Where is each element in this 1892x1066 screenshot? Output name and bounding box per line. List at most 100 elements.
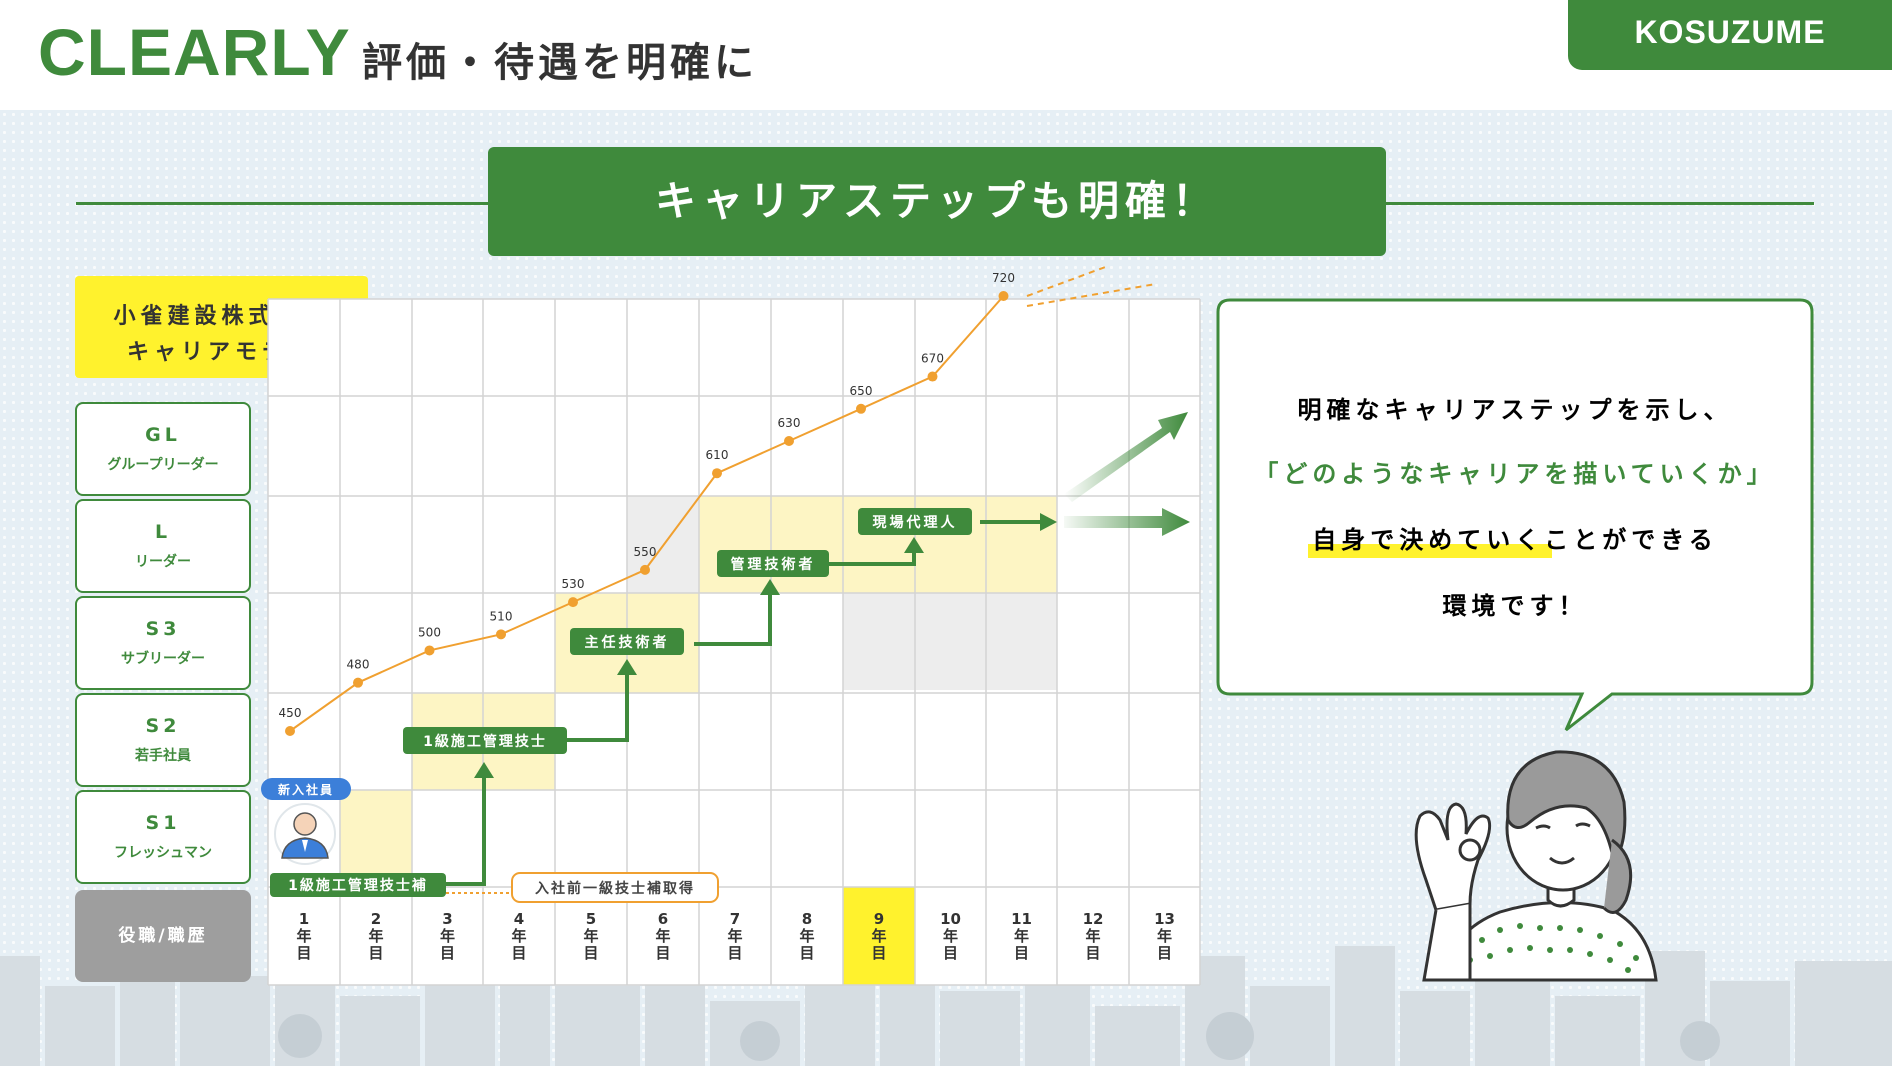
text-highlight [1308,544,1552,558]
role-s3: S3 サブリーダー [75,596,251,690]
brand-word: CLEARLY [38,15,351,89]
salary-point [640,564,650,575]
salary-projection [1026,265,1157,307]
header: CLEARLY 評価・待遇を明確に KOSUZUME [0,0,1892,110]
badge-text: 管理技術者 [731,556,816,573]
salary-label: 670 [921,352,944,366]
avatar-icon [293,812,317,836]
year-label: 1 年目 [296,910,311,962]
callout-line-3: 自身で決めていくことができる [1312,526,1718,554]
salary-label: 630 [778,416,801,430]
salary-point [998,291,1009,301]
salary-point [784,436,794,446]
step-arrow [694,592,772,646]
badge-text: 入社前一級技士補取得 [535,880,695,897]
role-code: S2 [145,715,181,737]
arrow-right-icon [1064,508,1190,536]
salary-label: 480 [347,658,370,672]
step-arrow [446,775,486,886]
salary-label: 530 [562,577,585,591]
step-arrows [446,520,1040,886]
axis-corner-label: 役職/職歴 [75,890,251,982]
role-code: L [154,521,172,543]
step-arrow [828,550,916,566]
salary-label: 550 [634,545,657,559]
arrow-up-icon [474,762,494,778]
badge-step5: 現場代理人 [858,508,972,535]
badge-text: 現場代理人 [873,514,958,531]
salary-point [424,645,435,656]
salary-label: 650 [850,384,873,398]
role-name: グループリーダー [107,457,219,473]
salary-point [568,597,578,608]
future-arrows [1064,412,1190,536]
callout-bubble: 明確なキャリアステップを示し、 「どのようなキャリアを描いていくか」 自身で決め… [1216,298,1814,732]
role-code: S3 [145,618,181,640]
arrow-right-icon [1040,513,1057,531]
year-axis: 1 年目 2 年目 3 年目 4 年目 5 年目 6 年目 7 年目 8 年目 9 年目 10 年目 11 年目 12 年目 1… [296,910,1174,962]
year-label: 4 年目 [511,910,526,962]
badge-new-employee: 新入社員 [261,778,351,800]
salary-label: 720 [992,271,1015,285]
badge-text: 主任技術者 [585,634,670,651]
year-label: 10 年目 [940,910,961,962]
salary-label: 500 [418,625,441,639]
badge-step3: 主任技術者 [570,628,684,655]
salary-label: 610 [706,448,729,462]
badge-text: 新入社員 [278,782,334,797]
banner-title: キャリアステップも明確！ [655,177,1219,225]
callout-line-1: 明確なキャリアステップを示し、 [1298,396,1733,424]
year-label: 2 年目 [368,910,383,962]
arrow-up-icon [617,659,637,675]
year-highlight [843,887,915,985]
salary-point [496,629,506,640]
role-name: リーダー [135,554,191,570]
city-skyline [0,936,1892,1066]
arrow-up-right-icon [1064,412,1188,502]
arrow-up-icon [760,579,780,595]
year-label: 5 年目 [583,910,598,962]
badge-pre-entry: 入社前一級技士補取得 [511,872,719,903]
step-arrow [567,672,629,742]
badge-text: 1級施工管理技士補 [288,877,428,894]
salary-label: 510 [490,609,513,623]
role-l: L リーダー [75,499,251,593]
callout-line-2: 「どのようなキャリアを描いていくか」 [1254,460,1775,488]
woman-illustration [1414,750,1658,982]
salary-point [927,371,938,382]
year-label: 8 年目 [799,910,814,962]
year-label: 11 年目 [1011,910,1032,962]
grid-cell-gray [843,593,1057,690]
badge-text: 1級施工管理技士 [423,733,547,750]
role-code: GL [145,424,181,446]
arrow-up-icon [904,537,924,553]
page-subtitle: 評価・待遇を明確に [362,40,758,86]
axis-corner-text: 役職/職歴 [118,926,208,946]
salary-line: 450 480 500 510 530 550 610 630 650 670 720 [279,271,1015,736]
role-s2: S2 若手社員 [75,693,251,787]
logo: KOSUZUME [1568,0,1892,70]
arrow-heads [474,513,1057,778]
role-code: S1 [145,812,181,834]
role-s1: S1 フレッシュマン [75,790,251,884]
avatar [274,803,336,865]
badge-step4: 管理技術者 [717,550,829,577]
year-label: 7 年目 [727,910,742,962]
role-name: フレッシュマン [114,845,212,861]
year-label: 3 年目 [440,910,455,962]
role-gl: GL グループリーダー [75,402,251,496]
year-label: 12 年目 [1083,910,1104,962]
section-banner: キャリアステップも明確！ [488,147,1386,256]
salary-point [353,677,363,688]
callout-line-4: 環境です！ [1443,592,1588,620]
logo-text: KOSUZUME [1634,14,1826,50]
year-label: 9 年目 [871,910,886,962]
salary-point [285,726,295,736]
year-label: 6 年目 [655,910,670,962]
badge-step2: 1級施工管理技士 [403,727,567,754]
role-name: サブリーダー [121,651,205,667]
grid-cell-highlight [340,790,412,887]
salary-point [712,468,722,479]
year-label: 13 年目 [1154,910,1175,962]
